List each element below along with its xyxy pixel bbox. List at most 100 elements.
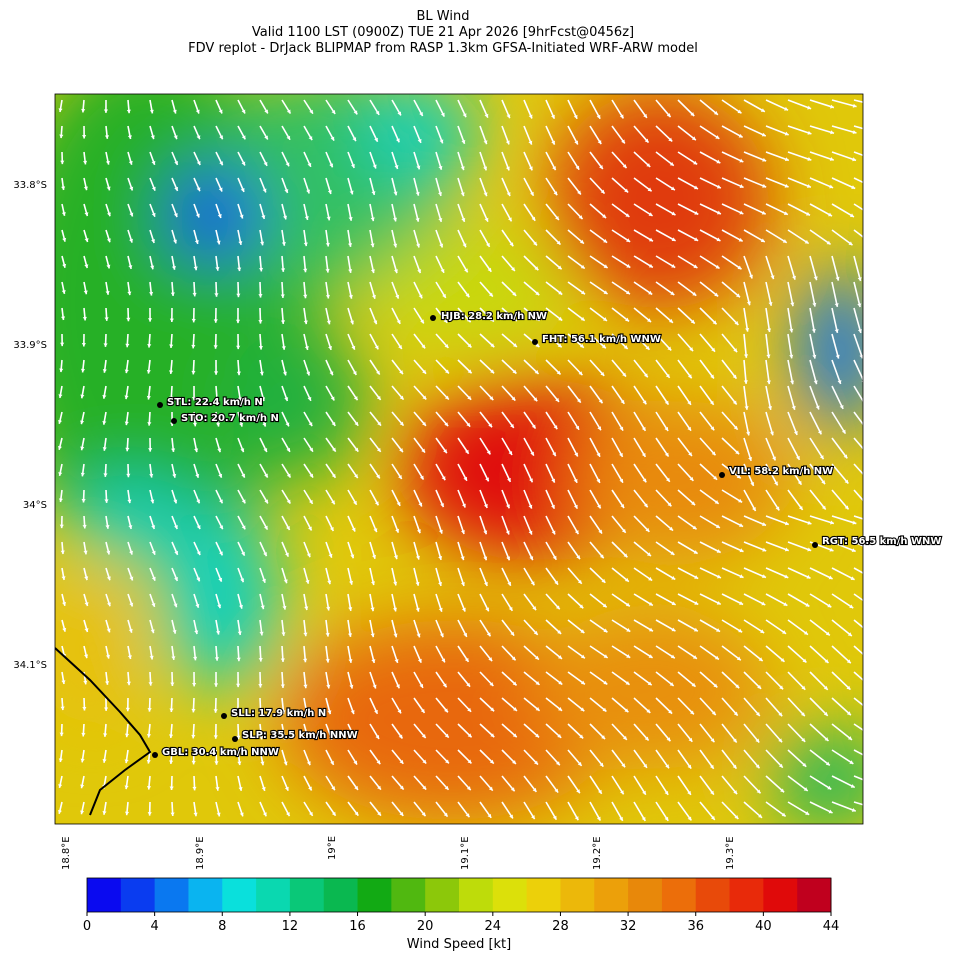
wind-arrow — [853, 281, 861, 308]
arrow-head — [774, 481, 778, 486]
arrow-head — [859, 354, 863, 359]
station-dot — [532, 339, 538, 345]
arrow-head — [286, 526, 290, 531]
arrow-head — [60, 706, 65, 711]
coastline — [55, 647, 152, 816]
arrow-head — [327, 710, 332, 715]
arrow-head — [852, 832, 856, 836]
arrow-head — [602, 603, 607, 608]
arrow-head — [371, 659, 376, 663]
arrow-head — [598, 529, 602, 534]
arrow-head — [442, 683, 447, 688]
arrow-head — [280, 684, 285, 688]
wind-arrow — [743, 801, 763, 819]
arrow-head — [664, 816, 669, 821]
arrow-head — [665, 842, 669, 846]
arrow-head — [105, 525, 110, 529]
arrow-head — [752, 506, 756, 511]
arrow-head — [875, 831, 879, 835]
arrow-head — [129, 550, 133, 555]
arrow-head — [306, 553, 311, 558]
arrow-head — [666, 113, 671, 118]
arrow-head — [372, 164, 377, 169]
arrow-head — [783, 837, 787, 841]
wind-arrow — [678, 828, 693, 846]
arrow-head — [512, 369, 517, 374]
arrow-head — [716, 210, 721, 215]
arrow-head — [259, 631, 264, 636]
colorbar-band — [628, 878, 663, 912]
arrow-head — [690, 112, 695, 117]
wind-arrow — [611, 801, 624, 822]
arrow-head — [671, 211, 676, 216]
lat-tick-label: 34°S — [23, 500, 47, 511]
wind-arrow — [611, 437, 624, 458]
arrow-head — [240, 187, 245, 192]
arrow-head — [216, 422, 221, 427]
colorbar-tick-label: 24 — [485, 919, 502, 934]
arrow-head — [505, 530, 510, 535]
arrow-head — [829, 157, 834, 161]
wind-arrow — [655, 307, 674, 324]
arrow-head — [303, 658, 308, 663]
wind-arrow — [611, 593, 631, 607]
arrow-head — [124, 733, 130, 738]
arrow-head — [171, 266, 176, 270]
arrow-head — [490, 733, 495, 738]
arrow-head — [535, 343, 540, 347]
arrow-head — [555, 605, 560, 610]
wind-arrow — [699, 177, 722, 189]
arrow-head — [779, 685, 784, 690]
arrow-head — [60, 550, 65, 555]
wind-arrow — [655, 619, 676, 632]
arrow-head — [626, 654, 631, 658]
wind-arrow — [699, 723, 715, 743]
wind-arrow — [787, 125, 812, 135]
arrow-head — [127, 499, 132, 504]
wind-arrow — [677, 411, 692, 432]
arrow-head — [641, 426, 646, 431]
wind-arrow — [831, 307, 839, 334]
wind-arrow — [743, 255, 753, 279]
arrow-head — [711, 451, 716, 456]
arrow-head — [625, 680, 630, 685]
arrow-head — [551, 114, 555, 119]
arrow-head — [353, 396, 358, 401]
wind-arrow — [82, 828, 84, 840]
wind-arrow — [809, 567, 833, 580]
arrow-head — [766, 354, 771, 359]
wind-arrow — [699, 411, 715, 431]
arrow-head — [817, 430, 822, 435]
arrow-head — [669, 161, 674, 166]
arrow-head — [487, 267, 492, 272]
arrow-head — [711, 347, 715, 352]
arrow-head — [325, 658, 330, 663]
arrow-head — [445, 369, 449, 374]
arrow-head — [867, 454, 871, 458]
wind-arrow — [765, 619, 787, 635]
wind-arrow — [699, 255, 720, 270]
arrow-head — [603, 628, 608, 633]
arrow-head — [555, 397, 559, 402]
colorbar-band — [357, 878, 392, 912]
arrow-head — [169, 318, 174, 323]
arrow-head — [830, 130, 835, 135]
wind-arrow — [633, 307, 652, 323]
wind-arrow — [677, 593, 699, 606]
arrow-head — [103, 733, 108, 737]
arrow-head — [790, 302, 795, 307]
wind-arrow — [677, 281, 697, 297]
wind-arrow — [677, 203, 699, 216]
arrow-head — [807, 520, 812, 525]
arrow-head — [129, 602, 134, 607]
arrow-head — [733, 790, 738, 795]
arrow-head — [151, 602, 156, 607]
wind-arrow — [721, 333, 738, 353]
arrow-head — [603, 238, 608, 243]
arrow-head — [714, 292, 719, 297]
wind-arrow — [611, 749, 626, 768]
arrow-head — [756, 789, 761, 794]
arrow-head — [671, 237, 676, 241]
arrow-head — [129, 212, 134, 217]
wind-arrow — [721, 749, 738, 770]
